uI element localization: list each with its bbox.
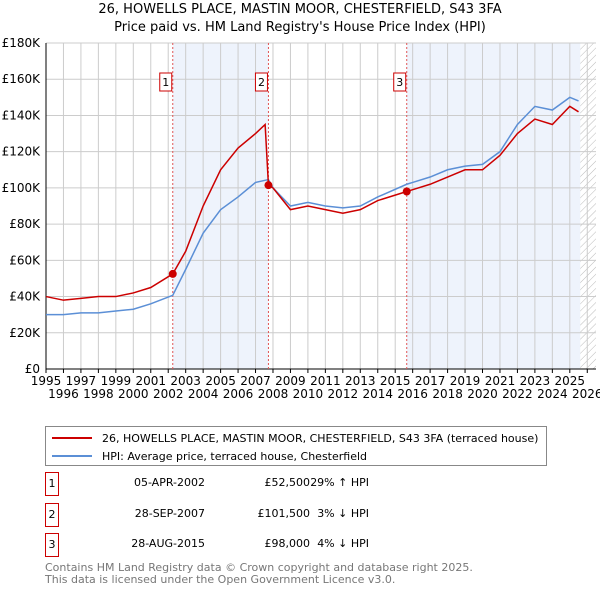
y-tick-label: £160K [2, 72, 42, 86]
sale-point [402, 187, 411, 196]
transaction-row: 1 05-APR-2002 £52,500 29% ↑ HPI [45, 472, 445, 496]
x-tick-label: 2023 [520, 374, 551, 388]
x-tick-label: 2006 [223, 387, 254, 401]
transaction-price: £98,000 [264, 537, 311, 550]
x-tick-label: 2000 [118, 387, 149, 401]
x-tick-label: 2003 [170, 374, 201, 388]
transaction-hpi: 4% ↓ HPI [317, 537, 369, 550]
transaction-date: 05-APR-2002 [133, 476, 205, 489]
footer-copyright: Contains HM Land Registry data © Crown c… [45, 561, 473, 574]
x-tick-label: 2026 [572, 387, 600, 401]
sale-point [264, 181, 273, 190]
chart-title: 26, HOWELLS PLACE, MASTIN MOOR, CHESTERF… [98, 2, 502, 17]
y-tick-label: £80K [9, 217, 41, 231]
x-tick-label: 2018 [432, 387, 463, 401]
y-tick-label: £120K [2, 145, 42, 159]
x-tick-label: 2005 [205, 374, 236, 388]
legend-red-line [52, 437, 92, 439]
x-tick-label: 1996 [48, 387, 79, 401]
y-tick-label: £40K [9, 290, 41, 304]
sale-label: 3 [396, 76, 403, 89]
y-tick-label: £60K [9, 253, 41, 267]
x-tick-label: 2011 [310, 374, 341, 388]
x-tick-label: 2021 [485, 374, 516, 388]
x-tick-label: 1997 [66, 374, 97, 388]
transaction-num: 3 [45, 533, 59, 557]
shaded-period [406, 43, 581, 369]
transaction-row: 3 28-AUG-2015 £98,000 4% ↓ HPI [45, 533, 445, 557]
x-tick-label: 2025 [555, 374, 586, 388]
x-tick-label: 2012 [328, 387, 359, 401]
y-tick-label: £0 [25, 362, 40, 376]
x-tick-label: 2002 [153, 387, 184, 401]
transaction-hpi: 3% ↓ HPI [317, 507, 369, 520]
y-tick-label: £140K [2, 108, 42, 122]
y-tick-label: £180K [2, 36, 42, 50]
x-tick-label: 2009 [275, 374, 306, 388]
x-tick-label: 2008 [258, 387, 289, 401]
x-tick-label: 2024 [537, 387, 568, 401]
y-tick-label: £100K [2, 181, 42, 195]
sale-label: 2 [258, 76, 265, 89]
price-chart: 1995199619971998199920002001200220032004… [2, 36, 600, 401]
legend: 26, HOWELLS PLACE, MASTIN MOOR, CHESTERF… [45, 426, 548, 466]
sale-label-box [254, 72, 268, 92]
transaction-row: 2 28-SEP-2007 £101,500 3% ↓ HPI [45, 503, 445, 527]
transaction-num: 2 [45, 503, 59, 527]
sale-label-box [393, 72, 407, 92]
sale-point [168, 269, 177, 278]
sale-label-box [159, 72, 173, 92]
x-tick-label: 2004 [188, 387, 219, 401]
x-tick-label: 1998 [83, 387, 114, 401]
legend-hpi: HPI: Average price, terraced house, Ches… [102, 449, 368, 463]
transaction-num: 1 [45, 472, 59, 496]
x-tick-label: 2010 [293, 387, 324, 401]
series-line [46, 96, 579, 316]
x-tick-label: 2017 [415, 374, 446, 388]
chart-subtitle: Price paid vs. HM Land Registry's House … [114, 20, 486, 35]
x-tick-label: 2019 [450, 374, 481, 388]
x-tick-label: 2007 [240, 374, 271, 388]
x-tick-label: 1999 [101, 374, 132, 388]
transaction-date: 28-SEP-2007 [134, 507, 205, 520]
x-tick-label: 1995 [31, 374, 62, 388]
footer: Contains HM Land Registry data © Crown c… [45, 562, 473, 586]
x-tick-label: 2015 [380, 374, 411, 388]
x-tick-label: 2014 [362, 387, 393, 401]
x-tick-label: 2001 [135, 374, 166, 388]
x-tick-label: 2013 [345, 374, 376, 388]
sale-label: 1 [162, 76, 169, 89]
series-line [45, 105, 579, 301]
y-tick-label: £20K [9, 326, 41, 340]
footer-licence: This data is licensed under the Open Gov… [45, 573, 396, 586]
x-tick-label: 2016 [397, 387, 428, 401]
transaction-price: £52,500 [264, 476, 311, 489]
transaction-price: £101,500 [257, 507, 311, 520]
legend-property: 26, HOWELLS PLACE, MASTIN MOOR, CHESTERF… [102, 431, 539, 445]
transaction-date: 28-AUG-2015 [131, 537, 205, 550]
x-tick-label: 2022 [502, 387, 533, 401]
x-tick-label: 2020 [467, 387, 498, 401]
transaction-hpi: 29% ↑ HPI [310, 476, 369, 489]
legend-blue-line [52, 455, 92, 457]
forecast-hatch [580, 43, 596, 369]
